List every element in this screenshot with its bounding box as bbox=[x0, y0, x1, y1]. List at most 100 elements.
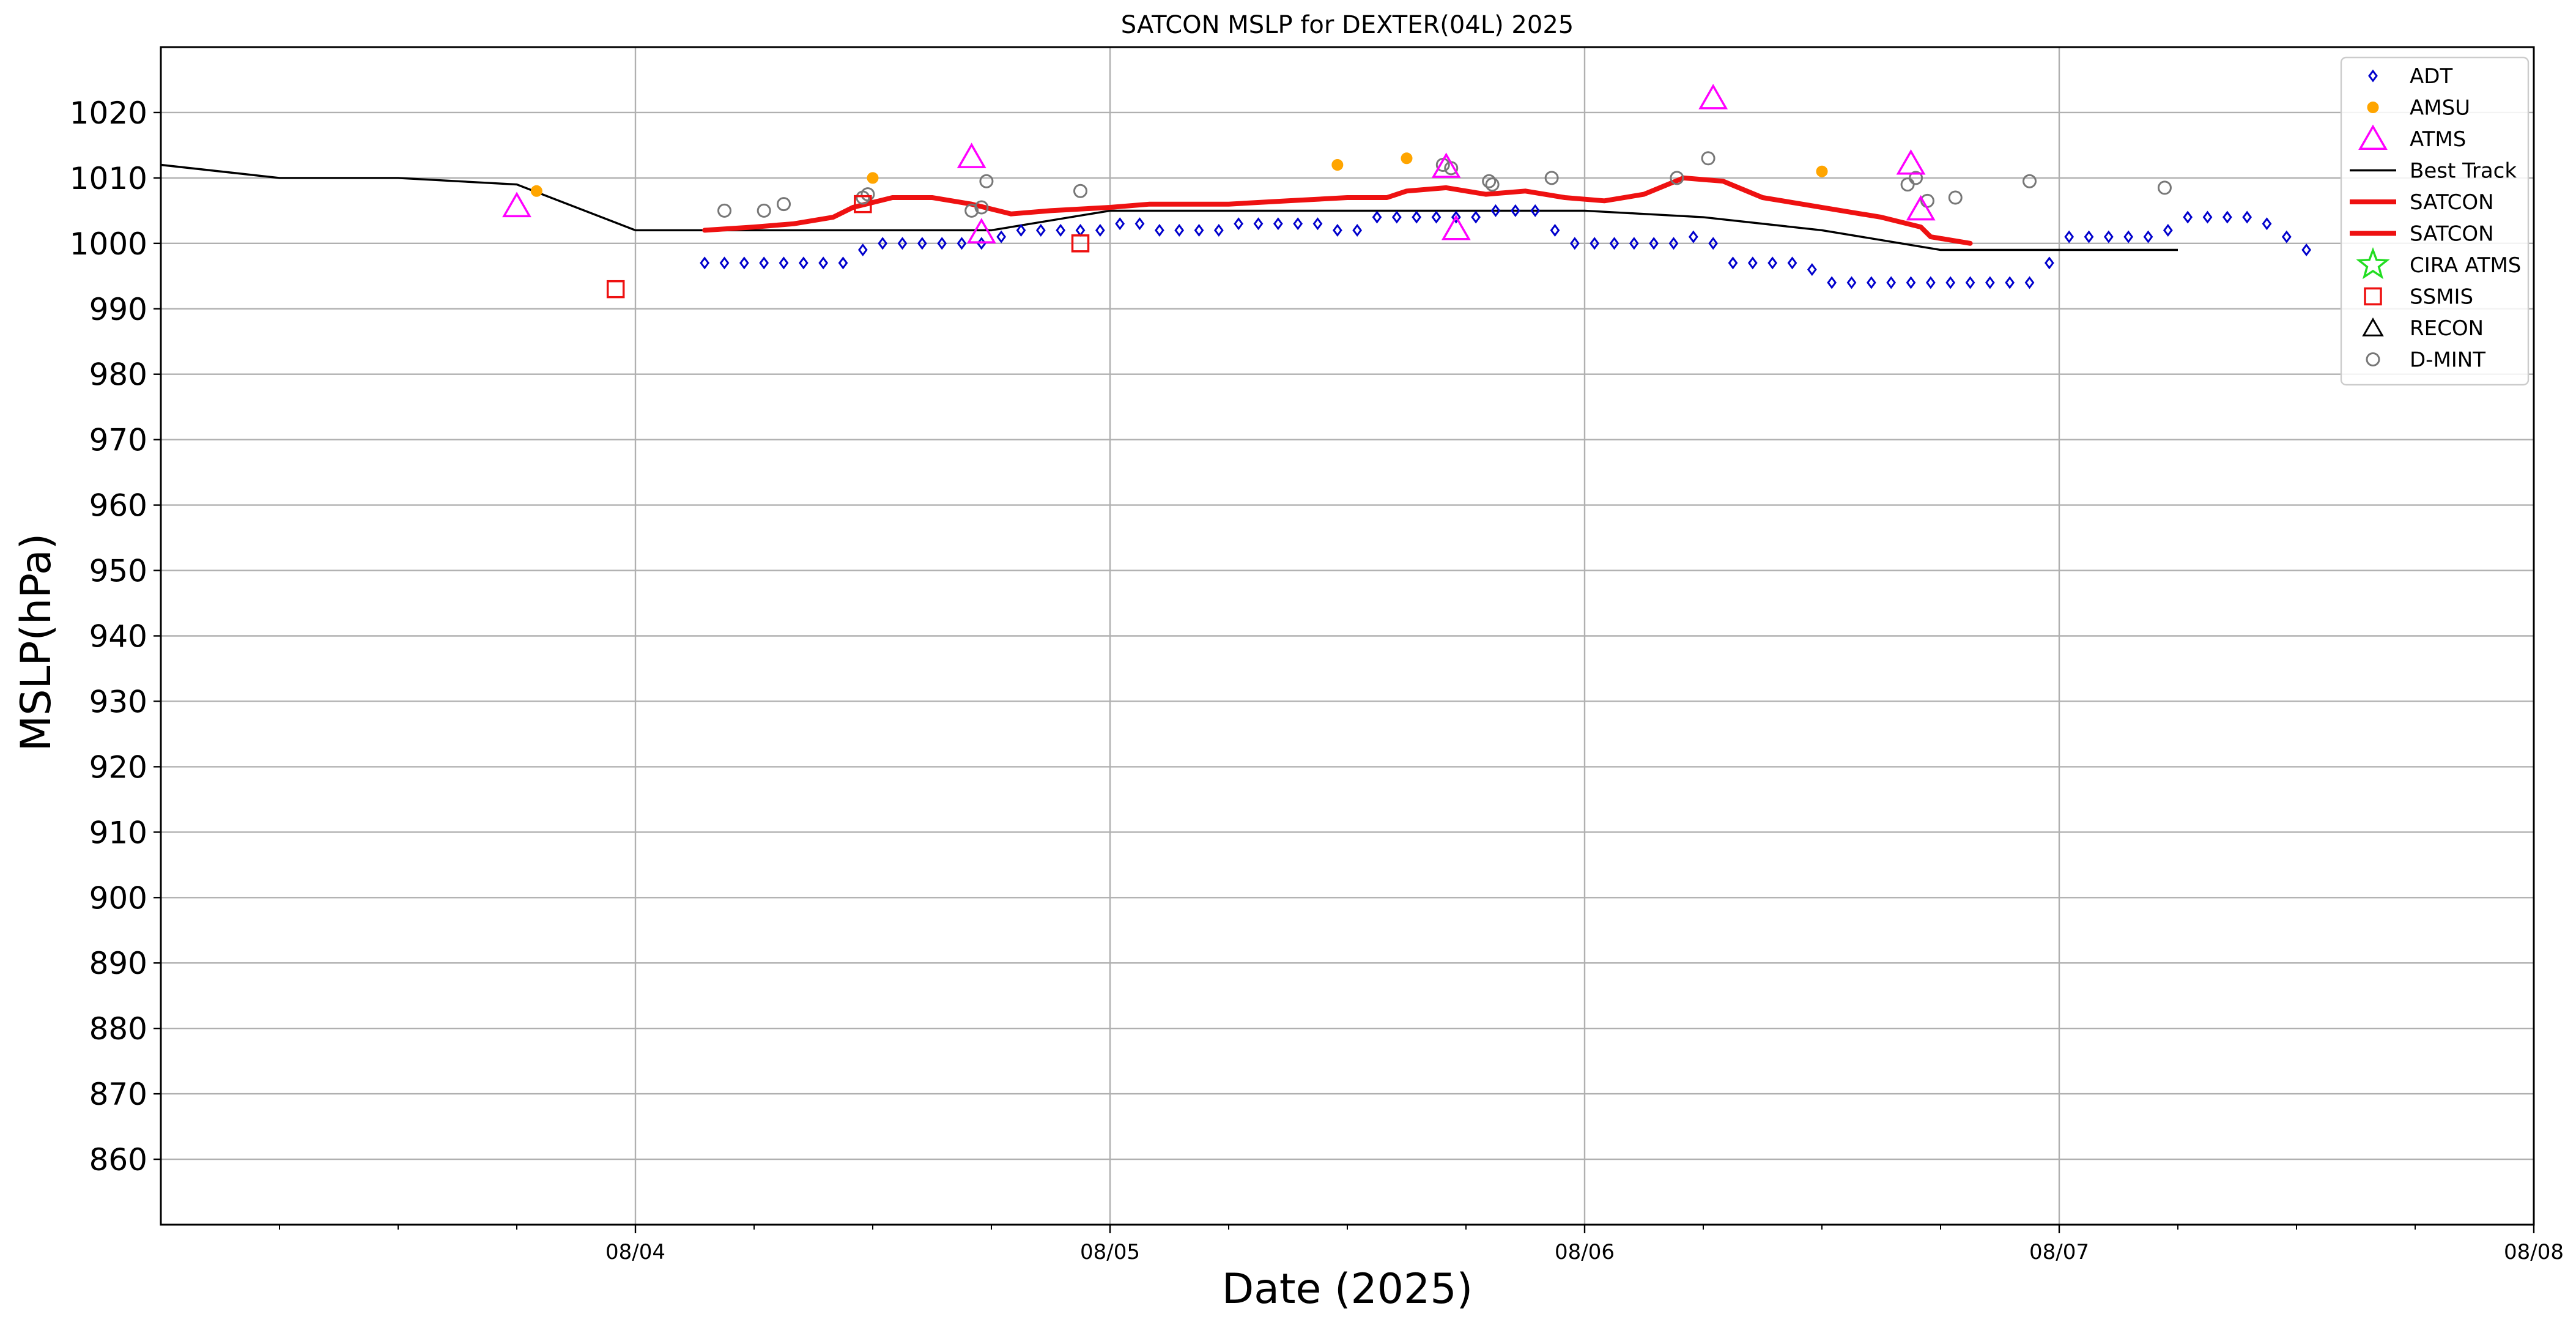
legend-entry: AMSU bbox=[2367, 96, 2470, 121]
adt-point bbox=[1668, 237, 1679, 250]
adt-point bbox=[1352, 223, 1363, 237]
legend-cira-atms-marker bbox=[2356, 247, 2390, 280]
y-tick-label: 990 bbox=[89, 292, 147, 327]
x-tick-label: 08/06 bbox=[1555, 1240, 1615, 1264]
legend-label: AMSU bbox=[2410, 96, 2470, 121]
adt-point bbox=[1372, 210, 1382, 224]
adt-point bbox=[1293, 217, 1303, 231]
adt-point bbox=[1134, 217, 1145, 231]
legend-ssmis-marker bbox=[2364, 287, 2382, 306]
axis-ticks: 860 870 880 890 900 910 920 930 940 950 960 970 980 9… bbox=[70, 95, 2564, 1264]
adt-point bbox=[1412, 210, 1422, 224]
legend-label: SATCON bbox=[2410, 190, 2494, 215]
dmint-point bbox=[1701, 151, 1715, 166]
plot-area bbox=[160, 84, 2312, 299]
y-tick-label: 930 bbox=[89, 684, 147, 719]
adt-point bbox=[798, 256, 809, 270]
y-tick-label: 890 bbox=[89, 946, 147, 981]
dmint-point bbox=[2023, 174, 2037, 188]
adt-point bbox=[1510, 204, 1520, 217]
y-axis-label: MSLP(hPa) bbox=[12, 533, 61, 752]
adt-point bbox=[1590, 237, 1600, 250]
adt-point bbox=[1807, 263, 1817, 277]
adt-point bbox=[1906, 276, 1916, 289]
adt-point bbox=[2084, 230, 2094, 243]
legend-adt-marker bbox=[2368, 69, 2378, 83]
adt-point bbox=[1886, 276, 1897, 289]
adt-point bbox=[1846, 276, 1857, 289]
legend-label: ATMS bbox=[2410, 127, 2466, 152]
satcon-line bbox=[702, 175, 1973, 246]
legend-label: D-MINT bbox=[2410, 348, 2485, 373]
adt-point bbox=[1767, 256, 1778, 270]
atms-point bbox=[957, 143, 986, 168]
adt-point bbox=[1471, 210, 1481, 224]
adt-point bbox=[2242, 210, 2252, 224]
adt-point bbox=[818, 256, 829, 270]
y-tick-label: 900 bbox=[89, 880, 147, 916]
dmint-point bbox=[979, 174, 994, 188]
plot-frame bbox=[160, 46, 2535, 1226]
adt-point bbox=[719, 256, 730, 270]
legend-label: CIRA ATMS bbox=[2410, 253, 2521, 278]
atms-point bbox=[1896, 149, 1926, 175]
adt-point bbox=[2064, 230, 2074, 243]
adt-point bbox=[1451, 210, 1461, 224]
adt-point bbox=[1194, 223, 1204, 237]
dmint-point bbox=[861, 187, 875, 202]
legend-dmint-marker bbox=[2366, 352, 2380, 366]
y-tick-label: 940 bbox=[89, 619, 147, 655]
adt-point bbox=[1312, 217, 1323, 231]
adt-point bbox=[1629, 237, 1639, 250]
y-tick-label: 950 bbox=[89, 554, 147, 589]
legend-amsu-marker bbox=[2367, 102, 2379, 113]
legend-label: RECON bbox=[2410, 316, 2484, 341]
legend-label: Best Track bbox=[2410, 159, 2517, 184]
atms-point bbox=[502, 191, 531, 218]
dmint-point bbox=[1485, 177, 1500, 192]
adt-point bbox=[739, 256, 749, 270]
adt-point bbox=[2005, 276, 2015, 289]
adt-point bbox=[2202, 210, 2213, 224]
adt-point bbox=[1925, 276, 1936, 289]
y-tick-label: 880 bbox=[89, 1011, 147, 1047]
dmint-point bbox=[717, 203, 731, 218]
adt-point bbox=[2123, 230, 2134, 243]
y-tick-label: 910 bbox=[89, 815, 147, 850]
ssmis-point bbox=[606, 280, 625, 299]
legend-atms-marker bbox=[2358, 124, 2388, 150]
adt-point bbox=[759, 256, 769, 270]
atms-point bbox=[1906, 195, 1936, 221]
adt-point bbox=[1253, 217, 1264, 231]
dmint-point bbox=[1670, 171, 1684, 185]
atms-point bbox=[1698, 84, 1728, 109]
legend-entry: RECON bbox=[2362, 316, 2484, 341]
y-tick-label: 1000 bbox=[70, 226, 147, 262]
adt-point bbox=[1234, 217, 1244, 231]
dmint-point bbox=[1909, 171, 1923, 185]
adt-point bbox=[1490, 204, 1501, 217]
adt-point bbox=[1965, 276, 1975, 289]
amsu-point bbox=[530, 185, 542, 197]
adt-point bbox=[957, 237, 967, 250]
legend-label: ADT bbox=[2410, 64, 2452, 89]
adt-point bbox=[1609, 237, 1619, 250]
adt-point bbox=[700, 256, 710, 270]
adt-point bbox=[1708, 237, 1719, 250]
legend-entry: SATCON bbox=[2350, 222, 2494, 247]
adt-point bbox=[2222, 210, 2232, 224]
legend-entry: SATCON bbox=[2350, 190, 2494, 215]
adt-point bbox=[1747, 256, 1758, 270]
legend: ADT AMSU ATMS Best Track SATCON SATCON CIRA AT… bbox=[2340, 56, 2530, 386]
adt-point bbox=[1431, 210, 1442, 224]
legend-entry: SSMIS bbox=[2364, 285, 2473, 310]
y-tick-label: 870 bbox=[89, 1077, 147, 1112]
dmint-point bbox=[1544, 171, 1559, 185]
adt-point bbox=[1787, 256, 1797, 270]
legend-recon-marker bbox=[2362, 317, 2384, 336]
atms-point bbox=[1441, 214, 1471, 240]
dmint-point bbox=[777, 197, 791, 212]
adt-point bbox=[2262, 217, 2272, 231]
adt-point bbox=[2044, 256, 2054, 270]
